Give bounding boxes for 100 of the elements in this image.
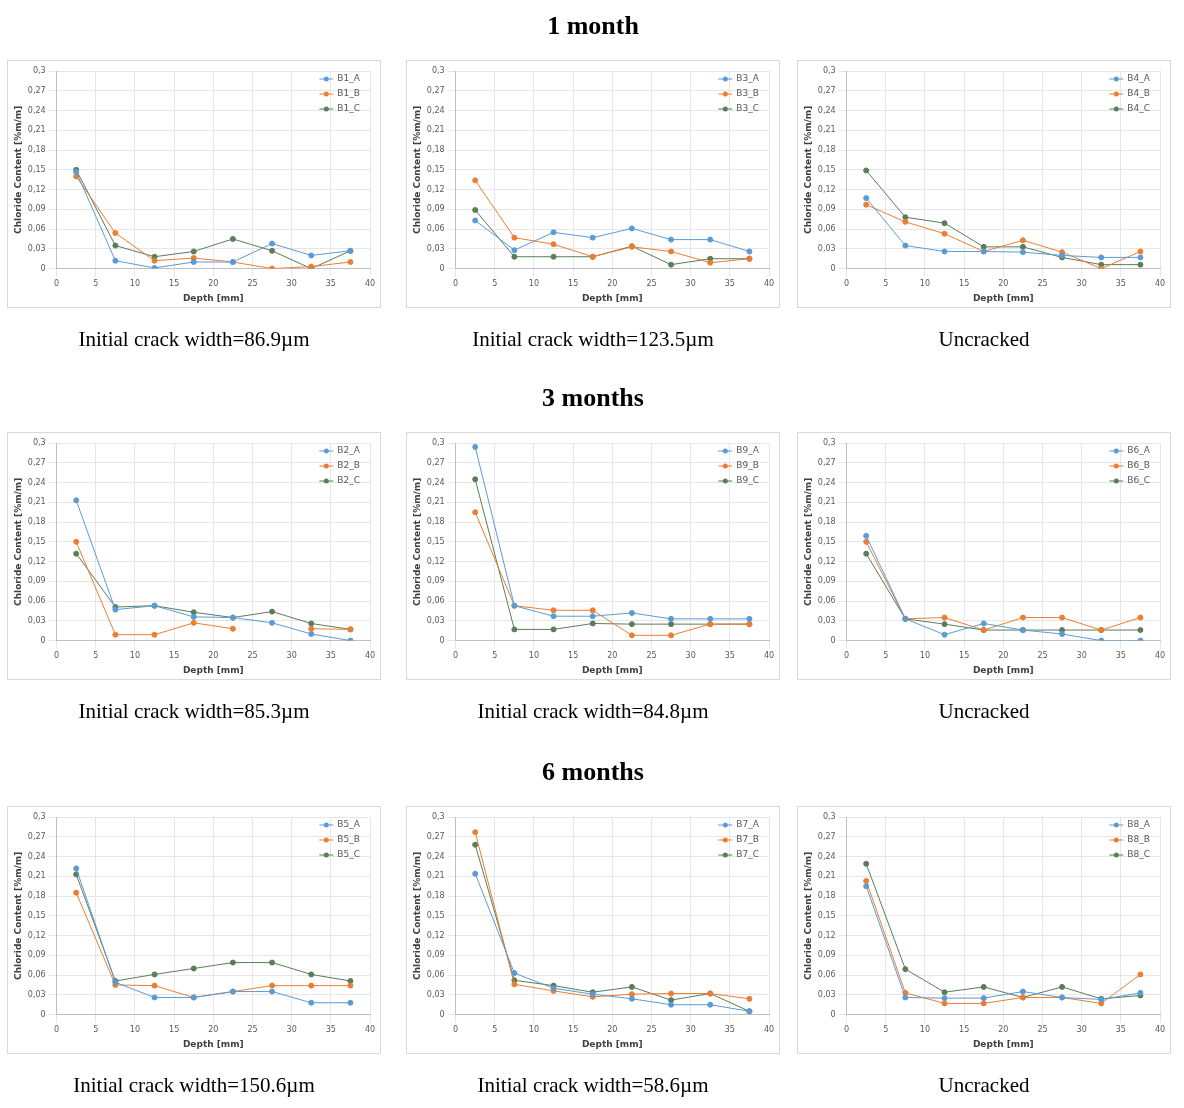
x-tick-label: 0 bbox=[453, 651, 459, 661]
x-tick-label: 10 bbox=[528, 1025, 540, 1035]
y-tick-label: 0,21 bbox=[817, 497, 836, 507]
x-tick-label: 10 bbox=[129, 651, 141, 661]
y-tick-label: 0,24 bbox=[426, 477, 445, 487]
x-tick-label: 25 bbox=[1037, 651, 1048, 661]
x-tick-label: 25 bbox=[1037, 279, 1048, 289]
x-axis-title: Depth [mm] bbox=[182, 292, 244, 303]
x-axis-title: Depth [mm] bbox=[972, 1038, 1034, 1049]
y-tick-label: 0,3 bbox=[431, 66, 445, 76]
x-tick-label: 20 bbox=[208, 279, 219, 289]
y-tick-label: 0,03 bbox=[27, 243, 46, 253]
y-tick-label: 0,03 bbox=[817, 615, 836, 625]
x-tick-label: 0 bbox=[844, 1025, 850, 1035]
x-tick-label: 30 bbox=[1076, 1025, 1087, 1035]
x-axis-title: Depth [mm] bbox=[182, 664, 244, 675]
y-tick-label: 0,21 bbox=[426, 125, 445, 135]
x-tick-label: 40 bbox=[1154, 1025, 1166, 1035]
x-axis-title: Depth [mm] bbox=[972, 664, 1034, 675]
x-tick-label: 35 bbox=[1115, 1025, 1126, 1035]
y-tick-label: 0,03 bbox=[426, 989, 445, 999]
y-axis-title: Chloride Content [%m/m] bbox=[411, 477, 422, 606]
y-tick-label: 0,12 bbox=[426, 930, 445, 940]
y-tick-label: 0,18 bbox=[426, 891, 445, 901]
text: Initial crack width=123.5µm bbox=[471, 327, 715, 352]
y-tick-label: 0,27 bbox=[817, 85, 836, 95]
legend-label: B3_A bbox=[736, 73, 760, 84]
x-tick-label: 35 bbox=[724, 279, 735, 289]
y-tick-label: 0,27 bbox=[817, 831, 836, 841]
y-tick-label: 0 bbox=[40, 263, 46, 273]
x-axis-title: Depth [mm] bbox=[581, 292, 643, 303]
y-tick-label: 0,15 bbox=[817, 910, 836, 920]
x-tick-label: 5 bbox=[883, 279, 889, 289]
y-tick-label: 0,12 bbox=[426, 556, 445, 566]
legend-label: B8_B bbox=[1127, 834, 1150, 845]
x-tick-label: 20 bbox=[998, 279, 1009, 289]
x-tick-label: 10 bbox=[528, 651, 540, 661]
x-tick-label: 5 bbox=[883, 1025, 889, 1035]
x-tick-label: 35 bbox=[1115, 651, 1126, 661]
legend-label: B9_B bbox=[736, 460, 759, 471]
y-tick-label: 0,06 bbox=[817, 224, 836, 234]
x-tick-label: 35 bbox=[325, 651, 336, 661]
y-tick-label: 0 bbox=[830, 635, 836, 645]
x-tick-label: 25 bbox=[646, 279, 657, 289]
x-tick-label: 40 bbox=[1154, 279, 1166, 289]
y-tick-label: 0,15 bbox=[426, 536, 445, 546]
y-tick-label: 0,03 bbox=[27, 615, 46, 625]
y-tick-label: 0,09 bbox=[817, 950, 836, 960]
text: Uncracked bbox=[937, 327, 1031, 352]
x-tick-label: 15 bbox=[959, 1025, 970, 1035]
y-axis-title: Chloride Content [%m/m] bbox=[802, 851, 813, 980]
y-tick-label: 0,27 bbox=[426, 85, 445, 95]
x-tick-label: 40 bbox=[364, 1025, 376, 1035]
x-tick-label: 0 bbox=[844, 279, 850, 289]
y-tick-label: 0,21 bbox=[426, 871, 445, 881]
legend-label: B3_B bbox=[736, 88, 759, 99]
x-tick-label: 15 bbox=[568, 1025, 579, 1035]
legend-label: B4_C bbox=[1127, 103, 1150, 114]
x-tick-label: 0 bbox=[54, 279, 60, 289]
y-tick-label: 0,06 bbox=[817, 596, 836, 606]
y-axis-title: Chloride Content [%m/m] bbox=[12, 477, 23, 606]
x-tick-label: 5 bbox=[492, 1025, 498, 1035]
legend-label: B6_C bbox=[1127, 475, 1150, 486]
y-tick-label: 0 bbox=[830, 263, 836, 273]
x-tick-label: 5 bbox=[492, 651, 498, 661]
y-tick-label: 0,15 bbox=[426, 164, 445, 174]
x-tick-label: 15 bbox=[959, 651, 970, 661]
text: Uncracked bbox=[937, 699, 1031, 724]
y-tick-label: 0,27 bbox=[27, 831, 46, 841]
y-tick-label: 0,27 bbox=[27, 85, 46, 95]
x-tick-label: 30 bbox=[685, 651, 696, 661]
x-tick-label: 30 bbox=[286, 279, 297, 289]
y-tick-label: 0,18 bbox=[426, 517, 445, 527]
y-tick-label: 0 bbox=[439, 263, 445, 273]
y-tick-label: 0,09 bbox=[27, 950, 46, 960]
y-tick-label: 0,18 bbox=[817, 145, 836, 155]
y-tick-label: 0,09 bbox=[426, 576, 445, 586]
y-tick-label: 0,03 bbox=[426, 243, 445, 253]
x-tick-label: 5 bbox=[883, 651, 889, 661]
y-tick-label: 0,24 bbox=[817, 851, 836, 861]
y-axis-title: Chloride Content [%m/m] bbox=[802, 105, 813, 234]
x-tick-label: 15 bbox=[568, 279, 579, 289]
x-tick-label: 15 bbox=[169, 651, 180, 661]
y-tick-label: 0 bbox=[830, 1009, 836, 1019]
x-tick-label: 35 bbox=[325, 1025, 336, 1035]
text: Initial crack width=86.9µm bbox=[77, 327, 311, 352]
y-tick-label: 0,15 bbox=[817, 536, 836, 546]
x-tick-label: 20 bbox=[208, 651, 219, 661]
legend-label: B8_A bbox=[1127, 819, 1151, 830]
y-tick-label: 0,06 bbox=[27, 970, 46, 980]
x-tick-label: 15 bbox=[959, 279, 970, 289]
x-tick-label: 35 bbox=[1115, 279, 1126, 289]
x-tick-label: 25 bbox=[247, 1025, 258, 1035]
chart-title: 6 months bbox=[541, 757, 645, 787]
y-tick-label: 0,27 bbox=[426, 457, 445, 467]
legend-label: B8_C bbox=[1127, 849, 1150, 860]
y-tick-label: 0,09 bbox=[27, 576, 46, 586]
y-tick-label: 0,12 bbox=[27, 556, 46, 566]
x-tick-label: 30 bbox=[286, 651, 297, 661]
text: Initial crack width=58.6µm bbox=[476, 1073, 710, 1098]
